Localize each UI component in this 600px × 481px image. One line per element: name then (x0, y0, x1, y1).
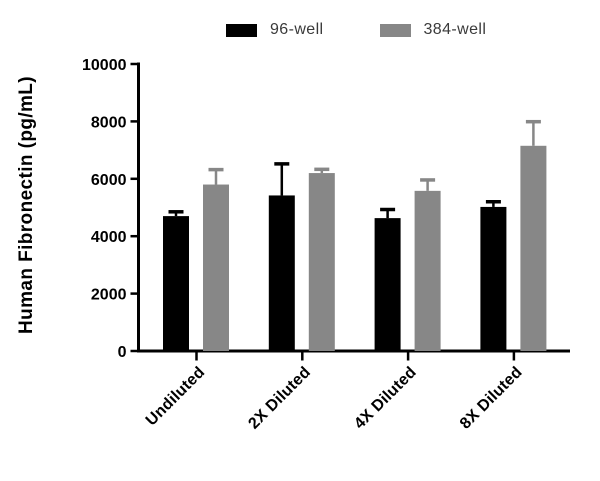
bar-384-well-2X Diluted (308, 173, 335, 351)
bar-384-well-Undiluted (203, 184, 229, 351)
y-tick-label: 4000 (91, 229, 127, 246)
y-tick-label: 8000 (91, 114, 127, 131)
y-tick-label: 10000 (82, 57, 127, 74)
y-tick-label: 2000 (91, 287, 127, 304)
legend-item-96-well: 96-well (226, 22, 324, 38)
legend-label-96-well: 96-well (270, 21, 324, 38)
y-tick-label: 6000 (91, 172, 127, 189)
legend-label-384-well: 384-well (423, 21, 487, 38)
x-category-label: Undiluted (143, 364, 208, 429)
bar-96-well-2X Diluted (268, 195, 295, 351)
bar-96-well-4X Diluted (374, 218, 401, 351)
bar-384-well-4X Diluted (414, 190, 441, 351)
x-category-label: 2X Diluted (245, 364, 314, 433)
x-category-label: 8X Diluted (457, 364, 526, 433)
y-tick-label: 0 (118, 344, 127, 361)
legend: 96-well 384-well (226, 22, 486, 38)
legend-swatch-384-well (379, 23, 411, 37)
bar-384-well-8X Diluted (520, 145, 547, 351)
x-category-label: 4X Diluted (351, 364, 420, 433)
legend-item-384-well: 384-well (379, 21, 487, 38)
legend-swatch-96-well (226, 23, 257, 37)
bar-96-well-8X Diluted (480, 206, 507, 351)
bar-96-well-Undiluted (163, 216, 189, 351)
